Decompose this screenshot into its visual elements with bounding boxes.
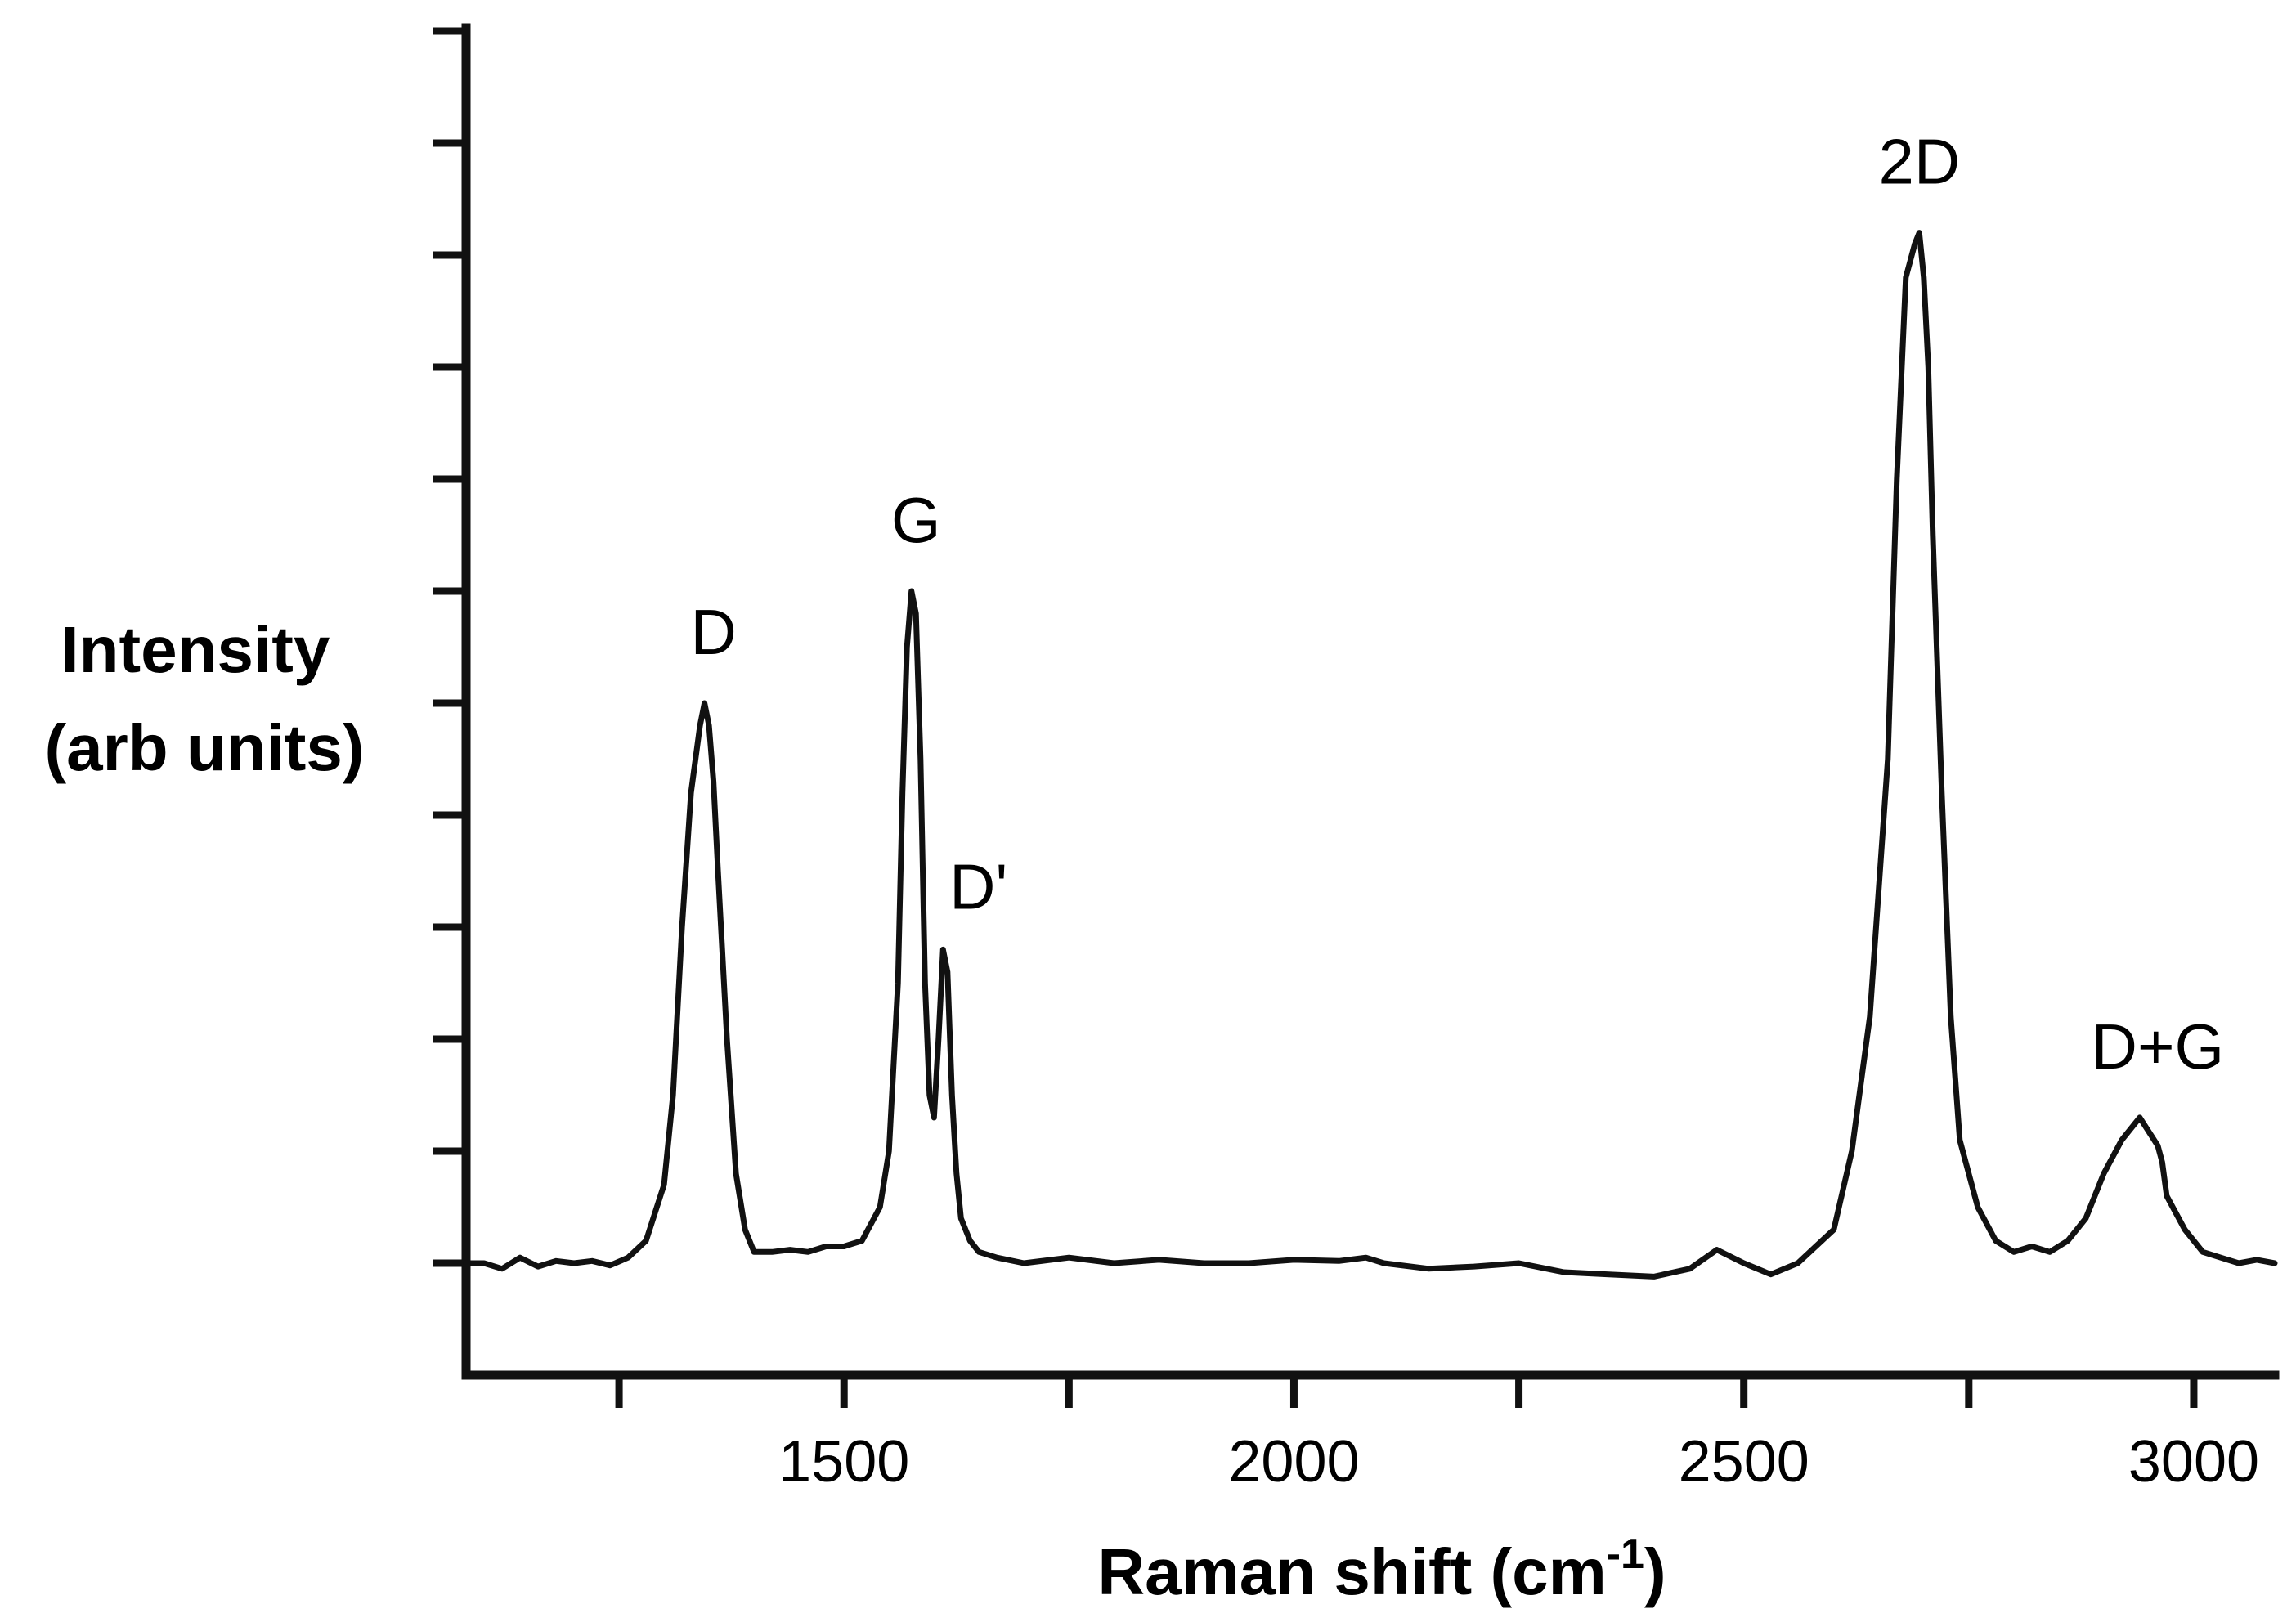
y-axis-title: Intensity (arb units)	[44, 613, 364, 784]
peak-label-0: D	[690, 596, 736, 668]
peak-label-1: G	[891, 484, 941, 556]
x-axis-ticks	[615, 1375, 2198, 1408]
x-axis-title-superscript: -1	[1607, 1531, 1644, 1578]
x-axis-title: Raman shift (cm-1)	[1097, 1531, 1666, 1608]
y-axis-title-line-1: Intensity	[61, 613, 330, 686]
x-axis-title-main: Raman shift (cm	[1097, 1535, 1606, 1608]
peak-annotations: D G D' 2D D+G	[690, 126, 2224, 1082]
peak-label-4: D+G	[2092, 1011, 2225, 1082]
x-tick-label-1500: 1500	[778, 1429, 909, 1495]
peak-label-3: 2D	[1878, 126, 1960, 198]
x-tick-label-3000: 3000	[2128, 1429, 2259, 1495]
peak-label-2: D'	[949, 850, 1007, 922]
x-tick-label-2000: 2000	[1228, 1429, 1359, 1495]
x-tick-label-2500: 2500	[1679, 1429, 1809, 1495]
y-axis-ticks	[433, 27, 466, 1267]
y-axis-title-line-2: (arb units)	[44, 711, 364, 784]
x-axis-tick-labels: 1500 2000 2500 3000	[778, 1429, 2259, 1495]
x-axis-title-close: )	[1644, 1535, 1666, 1608]
spectrum-line	[463, 230, 2278, 1280]
